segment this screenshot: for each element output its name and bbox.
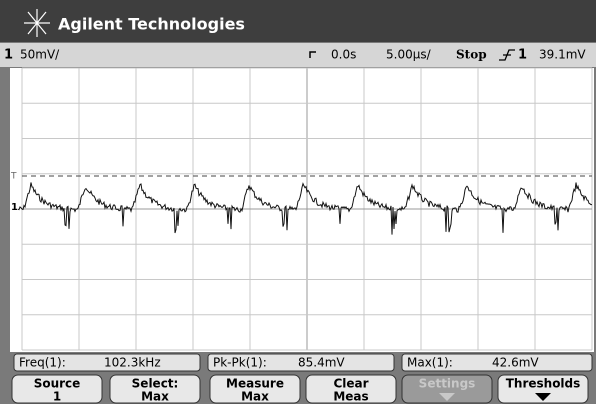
softkey-button[interactable] (209, 374, 301, 404)
softkey-value[interactable]: 1 (53, 390, 61, 404)
softkey-label[interactable]: Select: (132, 377, 179, 391)
softkey-button[interactable] (401, 374, 493, 404)
trigger-source: 1 (518, 48, 527, 63)
softkey-label[interactable]: Thresholds (506, 377, 581, 391)
measurement-box (207, 353, 395, 372)
softkey-label[interactable]: Clear (333, 377, 368, 391)
status-bar (0, 43, 596, 67)
softkey-button[interactable] (11, 374, 103, 404)
trigger-position-icon (309, 51, 316, 58)
softkey-value[interactable]: Meas (333, 390, 368, 404)
measurement-label: Pk-Pk(1): (213, 356, 267, 370)
softkey-label[interactable]: Source (34, 377, 81, 391)
header-bar (0, 0, 596, 42)
softkey[interactable]: Select:Max (109, 374, 201, 404)
time-scale: 5.00µs/ (386, 48, 432, 62)
softkey-label[interactable]: Settings (419, 377, 476, 391)
softkey-button[interactable] (305, 374, 397, 404)
run-state: Stop (456, 48, 487, 62)
brand: Agilent Technologies (58, 15, 245, 34)
channel: 1 (4, 48, 13, 63)
softkey-bar: Source1Select:MaxMeasureMaxClearMeasSett… (11, 374, 589, 404)
time-offset: 0.0s (331, 48, 356, 62)
softkey-arrow (439, 393, 455, 401)
measurement-box (13, 353, 201, 372)
measurement-value: 85.4mV (298, 356, 345, 370)
measurement-value: 42.6mV (492, 356, 539, 370)
logo (24, 9, 50, 37)
softkey-value[interactable]: Max (141, 390, 169, 404)
vertical-scale: 50mV/ (20, 48, 60, 62)
trigger-edge-icon (499, 49, 515, 61)
waveform-trace (17, 182, 592, 235)
measurement-bar: Freq(1): 102.3kHz Pk-Pk(1): 85.4mV Max(1): 42… (13, 353, 593, 372)
softkey-value[interactable]: Max (241, 390, 269, 404)
measurement-value: 102.3kHz (104, 356, 161, 370)
softkey-label[interactable]: Measure (226, 377, 284, 391)
graticule-area (10, 68, 594, 352)
softkey[interactable]: Thresholds (497, 374, 589, 404)
softkey-button[interactable] (497, 374, 589, 404)
softkey-button[interactable] (109, 374, 201, 404)
softkey-arrow (535, 393, 551, 401)
channel-marker: 1 (11, 202, 18, 213)
measurement-label: Max(1): (407, 356, 453, 370)
trigger-level: 39.1mV (539, 48, 586, 62)
trigger-marker: T (10, 172, 17, 182)
graticule (21, 67, 593, 351)
measurement-label: Freq(1): (19, 356, 66, 370)
softkey[interactable]: Settings (401, 374, 493, 404)
measurement-box (401, 353, 593, 372)
